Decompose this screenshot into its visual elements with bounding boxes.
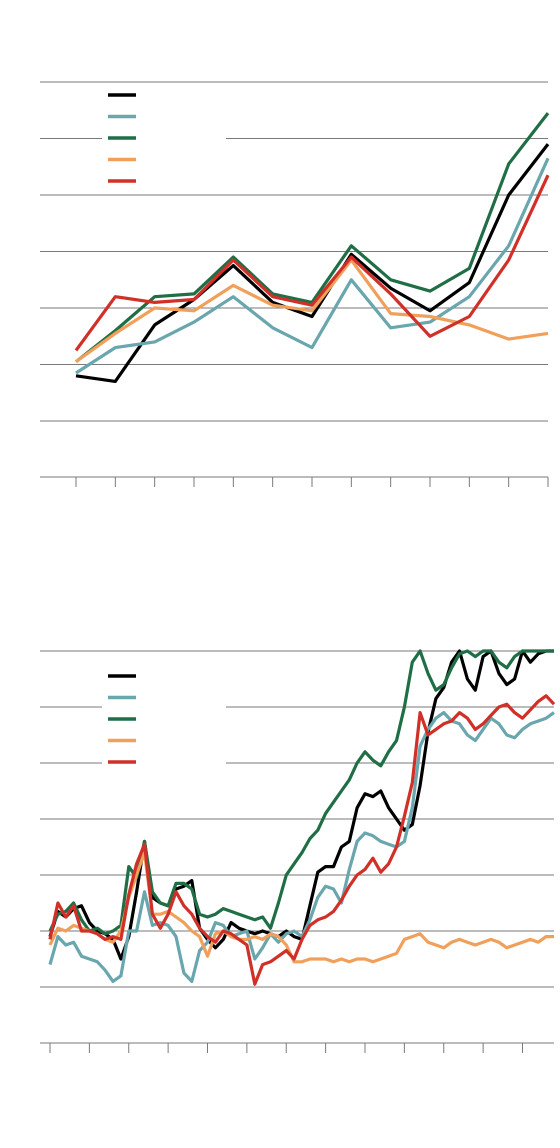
series-line-4 bbox=[48, 850, 554, 964]
series-line-5 bbox=[74, 174, 550, 352]
series-line-4 bbox=[75, 258, 549, 363]
series-line-1 bbox=[75, 143, 550, 383]
series-line-5 bbox=[48, 694, 556, 986]
series-line-3 bbox=[75, 112, 550, 363]
series-line-2 bbox=[75, 157, 550, 375]
bottom-line-chart bbox=[40, 649, 556, 1053]
top-line-chart bbox=[40, 81, 550, 487]
